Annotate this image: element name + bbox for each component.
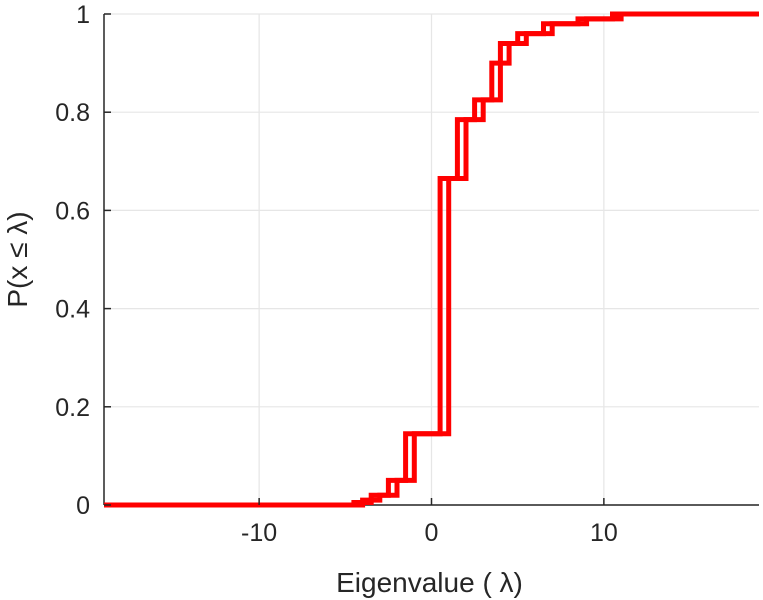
y-axis-label: P(x ≤ λ) bbox=[2, 211, 33, 307]
x-tick-label: 10 bbox=[590, 519, 618, 547]
y-tick-label: 0.8 bbox=[55, 99, 90, 127]
x-axis-label: Eigenvalue ( λ) bbox=[336, 567, 523, 598]
x-tick-label: -10 bbox=[241, 519, 277, 547]
x-tick-label: 0 bbox=[425, 519, 439, 547]
y-tick-label: 0.6 bbox=[55, 197, 90, 225]
y-tick-label: 1 bbox=[76, 1, 90, 29]
y-tick-label: 0.4 bbox=[55, 296, 90, 324]
y-tick-label: 0 bbox=[76, 492, 90, 520]
cdf-step-line-2 bbox=[104, 11, 759, 508]
y-tick-label: 0.2 bbox=[55, 394, 90, 422]
tick-labels: -10 0 10 0 0.2 0.4 0.6 0.8 1 bbox=[55, 1, 618, 547]
series-group bbox=[104, 11, 759, 508]
